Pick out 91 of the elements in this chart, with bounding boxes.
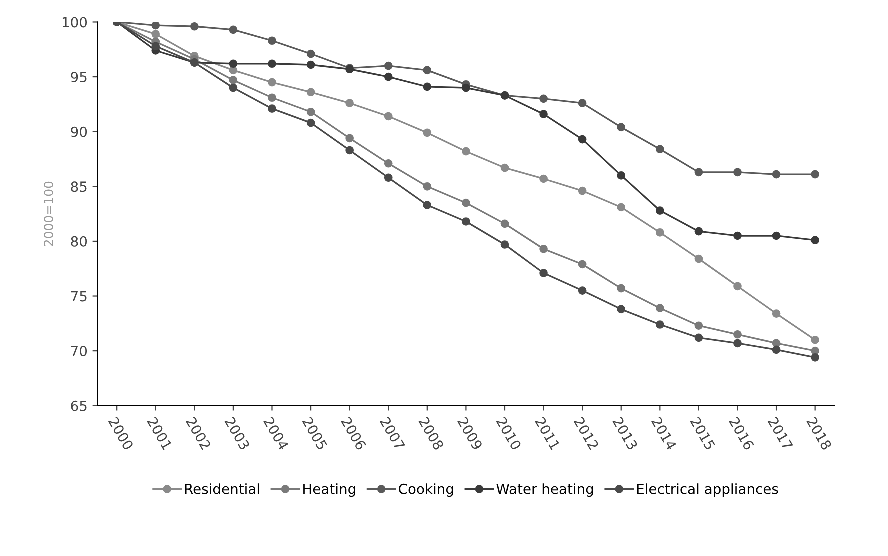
point bbox=[462, 84, 470, 92]
point bbox=[540, 94, 548, 104]
point bbox=[423, 66, 432, 75]
point bbox=[656, 320, 664, 329]
point bbox=[734, 339, 742, 348]
point bbox=[540, 174, 548, 184]
point bbox=[423, 82, 432, 92]
point bbox=[268, 104, 276, 113]
point bbox=[384, 72, 393, 82]
point bbox=[656, 206, 664, 215]
y-tick-label: 95 bbox=[71, 72, 87, 83]
point bbox=[268, 36, 276, 46]
point bbox=[500, 220, 510, 228]
point bbox=[578, 186, 587, 196]
point bbox=[694, 322, 704, 330]
point bbox=[734, 282, 742, 291]
point bbox=[500, 240, 510, 249]
point bbox=[306, 50, 316, 58]
point bbox=[384, 112, 393, 121]
point bbox=[772, 310, 781, 318]
legend-label: Residential bbox=[185, 484, 260, 494]
point bbox=[500, 164, 510, 172]
legend-label: Heating bbox=[304, 484, 356, 498]
point bbox=[384, 174, 393, 182]
legend-label: Electrical appliances bbox=[637, 484, 778, 498]
point bbox=[346, 99, 354, 108]
point bbox=[229, 26, 238, 34]
point bbox=[462, 198, 470, 208]
point bbox=[811, 336, 820, 344]
legend-label: Water heating bbox=[496, 484, 594, 498]
y-tick-label: 65 bbox=[71, 400, 87, 412]
point bbox=[229, 76, 238, 84]
point bbox=[811, 346, 820, 356]
point bbox=[734, 232, 742, 240]
point bbox=[656, 304, 664, 312]
point bbox=[306, 108, 316, 116]
point bbox=[229, 60, 238, 68]
legend-label: Cooking bbox=[399, 484, 454, 498]
point bbox=[346, 134, 354, 143]
point bbox=[423, 182, 432, 191]
point bbox=[617, 172, 626, 180]
point bbox=[306, 60, 316, 70]
y-tick-label: 100 bbox=[62, 17, 88, 28]
point bbox=[268, 94, 276, 102]
point bbox=[540, 269, 548, 278]
point bbox=[694, 254, 704, 264]
point bbox=[694, 168, 704, 177]
point bbox=[694, 334, 704, 342]
point bbox=[772, 232, 781, 240]
point bbox=[734, 330, 742, 339]
point bbox=[268, 60, 276, 68]
point bbox=[578, 286, 587, 295]
y-tick-label: 80 bbox=[71, 236, 88, 247]
point bbox=[578, 260, 587, 269]
point bbox=[656, 145, 664, 154]
point bbox=[152, 42, 160, 51]
point bbox=[578, 135, 587, 144]
point bbox=[540, 244, 548, 254]
point bbox=[190, 22, 199, 31]
point bbox=[462, 218, 470, 226]
point bbox=[772, 170, 781, 179]
point bbox=[423, 128, 432, 138]
point bbox=[617, 284, 626, 293]
point bbox=[540, 110, 548, 118]
point bbox=[306, 88, 316, 97]
y-tick-label: 75 bbox=[71, 291, 87, 302]
point bbox=[268, 78, 276, 87]
point bbox=[578, 99, 587, 108]
point bbox=[734, 168, 742, 177]
point bbox=[384, 62, 393, 70]
point bbox=[152, 30, 160, 38]
point bbox=[617, 305, 626, 314]
y-tick-label: 85 bbox=[71, 182, 87, 192]
point bbox=[229, 84, 238, 92]
point bbox=[772, 346, 781, 354]
y-tick-label: 90 bbox=[71, 126, 88, 138]
point bbox=[346, 146, 354, 155]
point bbox=[462, 147, 470, 156]
y-tick-label: 70 bbox=[71, 346, 88, 357]
point bbox=[656, 228, 664, 237]
point bbox=[617, 123, 626, 132]
point bbox=[617, 203, 626, 212]
point bbox=[811, 236, 820, 245]
point bbox=[811, 353, 820, 362]
point bbox=[152, 22, 160, 30]
point bbox=[306, 118, 316, 128]
point bbox=[423, 201, 432, 210]
point bbox=[811, 170, 820, 179]
point bbox=[694, 227, 704, 236]
point bbox=[384, 159, 393, 168]
y-axis-title: 2000=100 bbox=[44, 182, 54, 246]
